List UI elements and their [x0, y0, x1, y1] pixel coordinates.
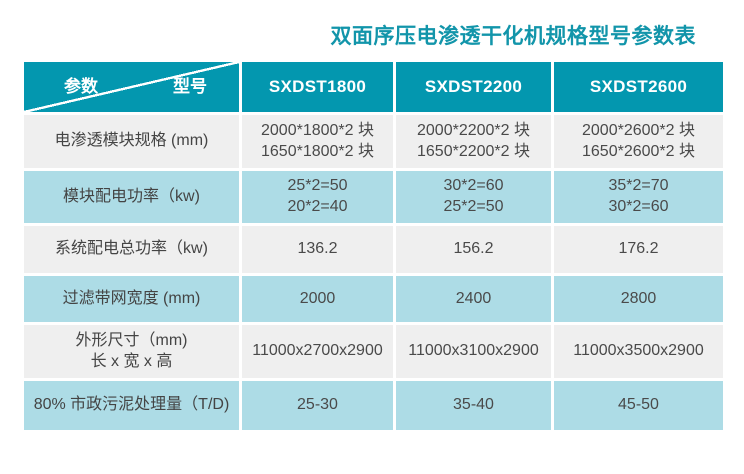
table-cell: 2800: [554, 276, 723, 322]
table-row-sludge-capacity: 80% 市政污泥处理量（T/D) 25-30 35-40 45-50: [24, 381, 723, 430]
row-label: 模块配电功率（kw): [24, 171, 239, 223]
table-cell: 136.2: [242, 226, 393, 273]
table-header-row: 参数 型号 SXDST1800 SXDST2200 SXDST2600: [24, 62, 723, 112]
table-cell: 30*2=60 25*2=50: [396, 171, 551, 223]
table-cell: 11000x3100x2900: [396, 325, 551, 378]
table-cell: 25*2=50 20*2=40: [242, 171, 393, 223]
row-label: 电渗透模块规格 (mm): [24, 115, 239, 168]
corner-model-label: 型号: [173, 76, 207, 96]
table-row-module-spec: 电渗透模块规格 (mm) 2000*1800*2 块 1650*1800*2 块…: [24, 115, 723, 168]
table-cell: 2000*2600*2 块 1650*2600*2 块: [554, 115, 723, 168]
table-cell: 156.2: [396, 226, 551, 273]
table-cell: 35-40: [396, 381, 551, 430]
row-label: 80% 市政污泥处理量（T/D): [24, 381, 239, 430]
table-row-module-power: 模块配电功率（kw) 25*2=50 20*2=40 30*2=60 25*2=…: [24, 171, 723, 223]
column-header-sxdst2600: SXDST2600: [554, 62, 723, 112]
spec-table: 参数 型号 SXDST1800 SXDST2200 SXDST2600 电渗透模…: [24, 62, 723, 433]
table-cell: 25-30: [242, 381, 393, 430]
table-cell: 2000: [242, 276, 393, 322]
table-row-system-power: 系统配电总功率（kw) 136.2 156.2 176.2: [24, 226, 723, 273]
row-label: 系统配电总功率（kw): [24, 226, 239, 273]
table-cell: 2000*2200*2 块 1650*2200*2 块: [396, 115, 551, 168]
table-cell: 11000x2700x2900: [242, 325, 393, 378]
corner-cell: 参数 型号: [24, 62, 239, 112]
row-label: 外形尺寸（mm) 长 x 宽 x 高: [24, 325, 239, 378]
column-header-sxdst2200: SXDST2200: [396, 62, 551, 112]
table-cell: 2000*1800*2 块 1650*1800*2 块: [242, 115, 393, 168]
table-cell: 45-50: [554, 381, 723, 430]
table-row-dimensions: 外形尺寸（mm) 长 x 宽 x 高 11000x2700x2900 11000…: [24, 325, 723, 378]
table-cell: 176.2: [554, 226, 723, 273]
corner-param-label: 参数: [64, 76, 98, 96]
page-title: 双面序压电渗透干化机规格型号参数表: [330, 25, 696, 48]
table-cell: 35*2=70 30*2=60: [554, 171, 723, 223]
table-cell: 2400: [396, 276, 551, 322]
column-header-sxdst1800: SXDST1800: [242, 62, 393, 112]
table-cell: 11000x3500x2900: [554, 325, 723, 378]
row-label: 过滤带网宽度 (mm): [24, 276, 239, 322]
table-row-belt-width: 过滤带网宽度 (mm) 2000 2400 2800: [24, 276, 723, 322]
